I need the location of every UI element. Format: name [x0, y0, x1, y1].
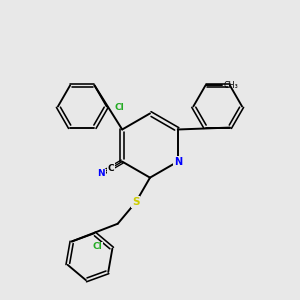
Text: Cl: Cl	[92, 242, 102, 251]
Text: Cl: Cl	[114, 103, 124, 112]
Text: N: N	[174, 157, 182, 166]
Text: N: N	[97, 169, 105, 178]
Text: CH₃: CH₃	[223, 81, 238, 90]
Text: S: S	[132, 197, 140, 207]
Text: C: C	[107, 164, 114, 173]
